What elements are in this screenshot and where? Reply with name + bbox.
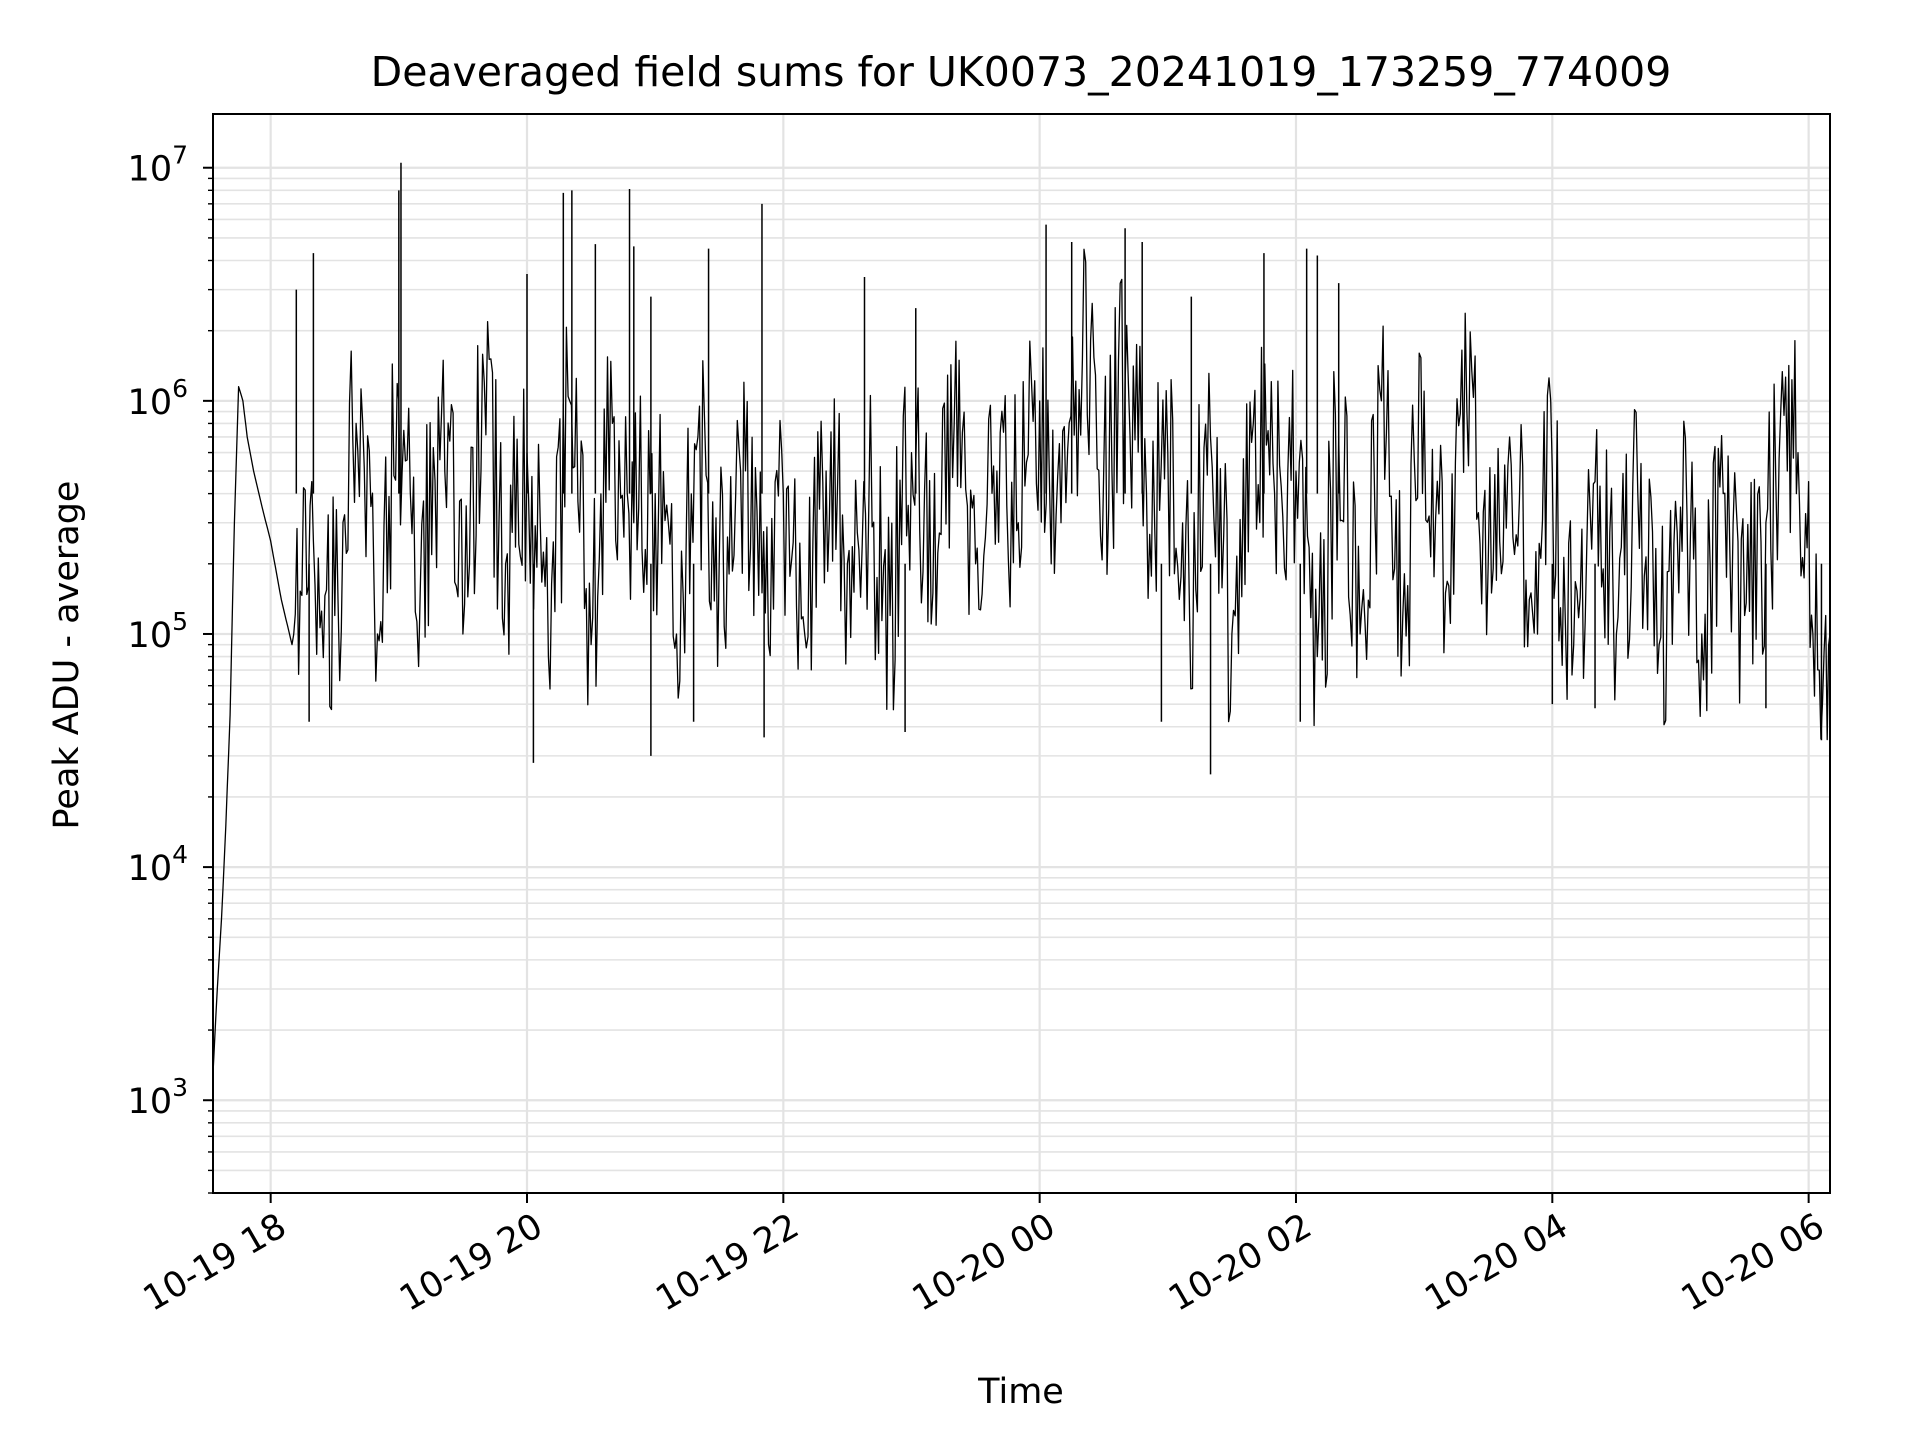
series [212,162,1831,1074]
x-axis-label: Time [977,1372,1064,1412]
plot-frame [212,113,1831,1194]
y-tick-label: 106 [128,374,188,423]
series-line [212,248,1831,1074]
y-axis: 103 104 105 106 107 [128,141,213,1194]
chart-title: Deaveraged field sums for UK0073_2024101… [371,48,1672,96]
grid [213,114,1830,1194]
y-tick-label: 107 [128,141,188,190]
y-axis-label: Peak ADU - average [47,481,87,830]
y-tick-label: 103 [128,1073,188,1122]
y-tick-label: 104 [128,840,188,889]
y-tick-label: 105 [128,607,188,656]
